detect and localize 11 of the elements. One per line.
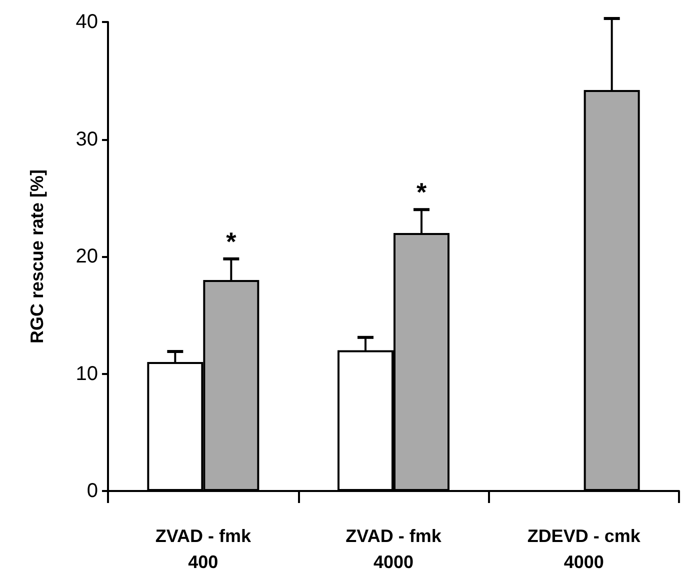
annotation: * (226, 226, 238, 256)
y-tick-label: 40 (76, 11, 98, 33)
x-tick-label: ZDEVD - cmk 4000 (527, 526, 642, 572)
y-tick-label: 30 (76, 128, 98, 150)
y-axis-title: RGC rescue rate [%] (27, 169, 47, 344)
x-tick-label: ZVAD - fmk 400 (155, 526, 252, 572)
y-tick-label: 10 (76, 362, 98, 385)
y-tick-label: 20 (76, 246, 98, 268)
x-tick-label: ZVAD - fmk 4000 (346, 526, 442, 572)
annotation: * (416, 177, 428, 208)
y-tick-label: 0 (86, 480, 98, 502)
